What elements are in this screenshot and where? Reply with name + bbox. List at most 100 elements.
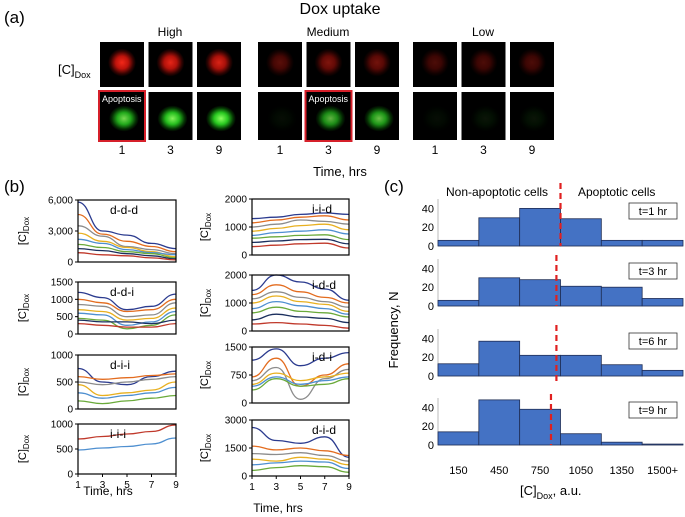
panel-b-xlabel-left: Time, hrs [83, 484, 133, 498]
series-line-i-d-i [251, 366, 350, 400]
x-tick-label: 1050 [569, 465, 593, 477]
series-line-i-i-d [251, 223, 350, 232]
group-label-low: Low [472, 25, 494, 39]
histogram-bar [641, 298, 684, 307]
y-tick-label: 20 [422, 222, 434, 234]
y-tick-label: 0 [67, 330, 73, 341]
apoptosis-box [304, 90, 353, 142]
row-label-sub: Dox [75, 70, 92, 80]
pattern-label: i-i-i [110, 427, 126, 441]
y-tick-label: 500 [56, 312, 73, 323]
green-cell [422, 105, 452, 132]
series-line-i-d-i [251, 376, 350, 387]
series-line-d-d-d [77, 243, 177, 259]
pattern-label: d-i-d [312, 423, 336, 437]
y-tick-label: 0 [428, 301, 434, 313]
red-cell [108, 48, 136, 77]
y-tick-label: 1500 [51, 278, 74, 289]
timepoint-label: 1 [277, 143, 284, 157]
green-cell [109, 105, 139, 132]
series-line-i-d-d [251, 313, 350, 324]
red-cell [205, 48, 233, 77]
row-label-main: [C] [58, 62, 75, 77]
y-tick-label: 40 [422, 203, 434, 215]
series-line-d-i-d [251, 426, 350, 458]
ylabel-main: [C] [17, 308, 29, 322]
time-label-box [628, 202, 678, 220]
y-axis-label: [C]Dox [199, 213, 213, 241]
series-line-d-i-i [77, 373, 177, 380]
histogram-bar [478, 340, 521, 377]
histogram-bar [437, 239, 480, 247]
green-cell [206, 105, 236, 132]
histogram-bar [478, 217, 521, 247]
x-tick-label: 7 [149, 480, 155, 491]
apoptosis-box [98, 90, 146, 142]
y-tick-label: 40 [422, 263, 434, 275]
series-line-i-i-d [251, 229, 350, 237]
non-apoptotic-label: Non-apoptotic cells [446, 185, 548, 199]
y-tick-label: 20 [422, 421, 434, 433]
panel-a-micrographs: High Apoptosis 1 3 9 Medium 1 Apoptosis 3 9 Low 1 3 9 [98, 25, 554, 157]
ylabel-sub: Dox [204, 434, 213, 448]
y-tick-label: 1500 [225, 343, 248, 354]
y-tick-label: 0 [67, 405, 73, 416]
apoptotic-label: Apoptotic cells [578, 185, 655, 199]
histogram-bar [600, 364, 643, 377]
y-tick-label: 0 [428, 371, 434, 383]
ylabel-sub: Dox [22, 435, 31, 449]
time-label: t=1 hr [639, 206, 668, 218]
y-tick-label: 0 [241, 251, 247, 262]
green-cell [364, 105, 394, 132]
panel-c-label: (c) [384, 177, 404, 196]
series-line-i-d-d [251, 300, 350, 315]
y-axis-label: [C]Dox [199, 361, 213, 389]
green-cell [157, 105, 188, 132]
y-tick-label: 0 [428, 241, 434, 253]
histogram-bar [478, 277, 521, 307]
series-line-d-i-d [251, 445, 350, 457]
panel-c-xlabel: [C]Dox, a.u. [520, 483, 582, 501]
y-axis-label: [C]Dox [17, 435, 31, 463]
y-tick-label: 1000 [51, 351, 74, 362]
green-cell [519, 105, 549, 132]
y-tick-label: 2000 [225, 271, 248, 282]
chart-frame-d-d-i [77, 281, 177, 335]
series-line-d-i-d [251, 460, 350, 470]
series-line-d-i-d [251, 452, 350, 462]
series-line-i-i-d [251, 212, 350, 220]
panel-b-label: (b) [4, 177, 25, 196]
histogram-bar [641, 369, 684, 377]
histogram-bar [641, 239, 684, 247]
pattern-label: d-i-i [110, 358, 130, 372]
y-axis-label: [C]Dox [17, 217, 31, 245]
green-cell [315, 105, 346, 132]
histogram-bar [600, 441, 643, 446]
series-line-d-d-i [77, 302, 177, 318]
series-line-i-d-i [251, 348, 350, 367]
red-cell [156, 48, 185, 77]
timepoint-label: 9 [374, 143, 381, 157]
pattern-label: i-d-i [312, 350, 332, 364]
panel-b-xlabel-right: Time, hrs [253, 501, 303, 515]
y-tick-label: 40 [422, 402, 434, 414]
series-line-i-i-d [251, 242, 350, 249]
timepoint-label: 1 [432, 143, 439, 157]
timepoint-label: 9 [216, 143, 223, 157]
series-line-i-d-d [251, 321, 350, 329]
pattern-label: i-i-d [312, 202, 332, 216]
y-tick-label: 1000 [225, 223, 248, 234]
histogram-bar [519, 408, 561, 446]
time-label: t=9 hr [639, 405, 668, 417]
group-label-high: High [158, 25, 183, 39]
y-tick-label: 3000 [225, 416, 248, 427]
series-line-i-d-i [251, 372, 350, 385]
xlabel-sub: Dox [537, 491, 554, 501]
y-tick-label: 0 [428, 440, 434, 452]
ylabel-main: [C] [199, 375, 211, 389]
ylabel-main: [C] [199, 227, 211, 241]
apoptosis-label: Apoptosis [102, 94, 142, 104]
x-tick-label: 9 [346, 482, 352, 493]
series-line-i-d-i [251, 378, 350, 391]
panel-a-row-label: [C]Dox [58, 62, 91, 80]
